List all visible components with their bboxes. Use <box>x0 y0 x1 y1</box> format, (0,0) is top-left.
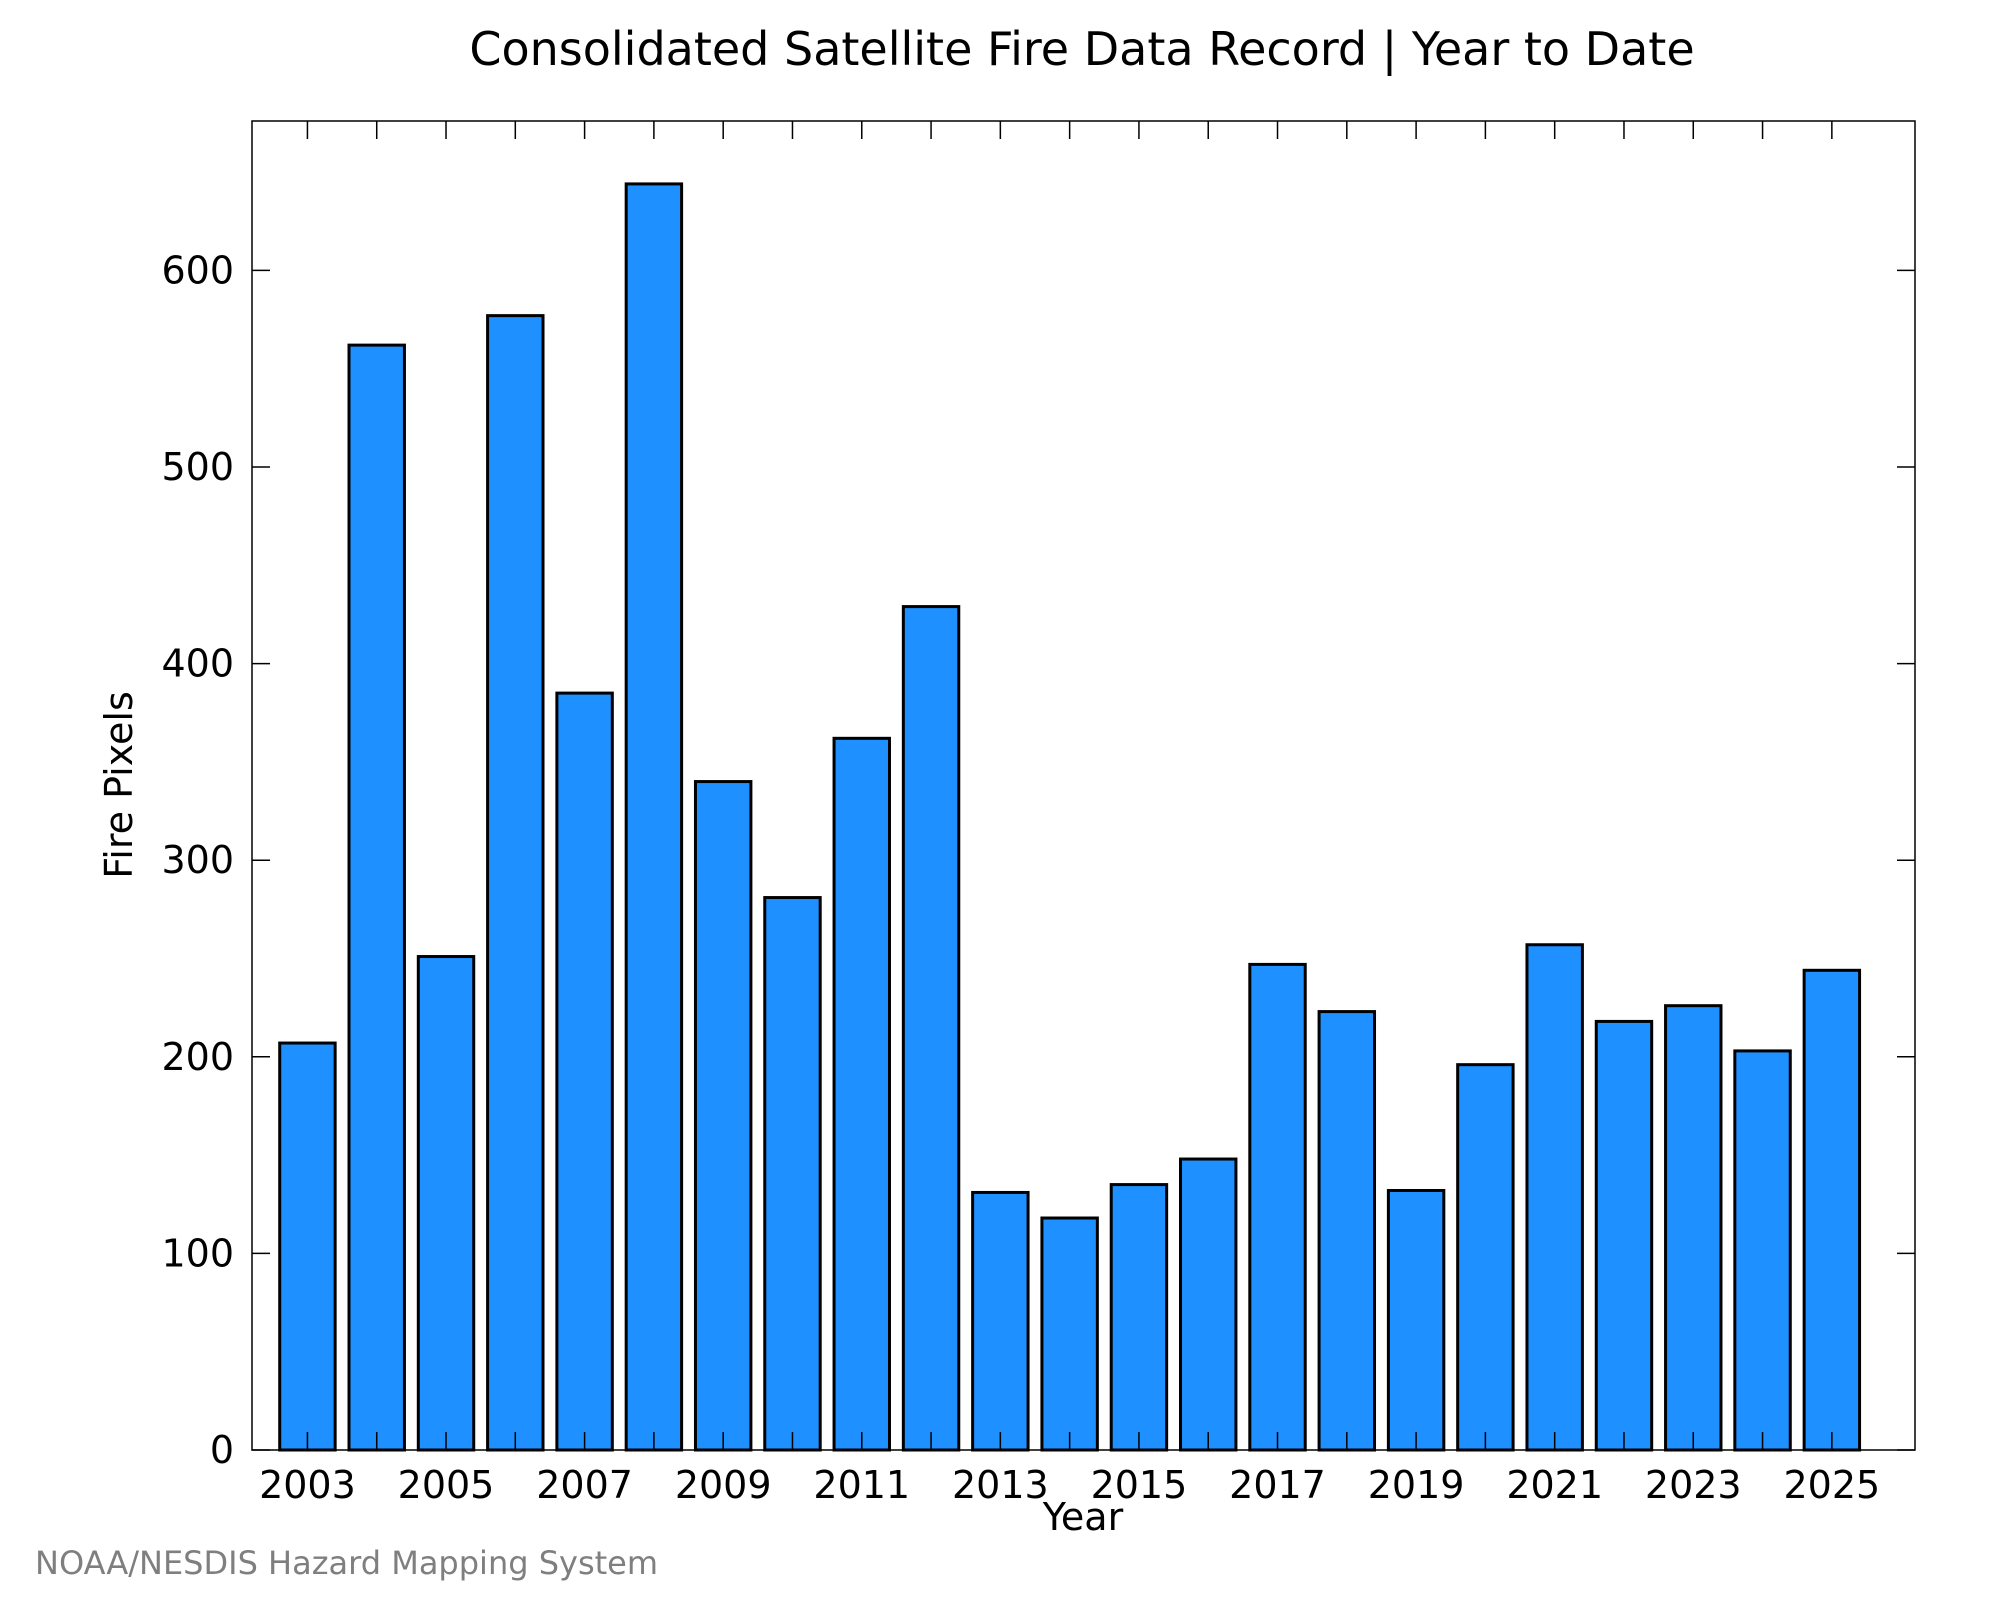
x-tick-label-2021: 2021 <box>1506 1463 1603 1507</box>
y-tick-label-600: 600 <box>161 248 234 292</box>
bar-2011 <box>832 736 891 1452</box>
bar-2013 <box>971 1190 1030 1452</box>
y-axis-label: Fire Pixels <box>97 691 141 879</box>
x-tick-label-2005: 2005 <box>398 1463 495 1507</box>
x-tick-label-2017: 2017 <box>1229 1463 1326 1507</box>
bar-2014 <box>1040 1216 1099 1452</box>
bar-2004 <box>347 343 406 1452</box>
y-tick-label-100: 100 <box>161 1231 234 1275</box>
bar-2024 <box>1733 1049 1792 1452</box>
x-tick-label-2009: 2009 <box>675 1463 772 1507</box>
bar-2009 <box>693 780 753 1452</box>
bar-2008 <box>624 182 684 1452</box>
bar-2015 <box>1109 1183 1169 1452</box>
bar-2025 <box>1802 968 1862 1452</box>
bar-2005 <box>416 955 476 1452</box>
y-tick-label-500: 500 <box>161 445 234 489</box>
ticks-group <box>252 121 1915 1451</box>
x-tick-labels: 2003 2005 2007 2009 2011 2013 2015 2017 2019 2021… <box>259 1463 1880 1507</box>
bar-2023 <box>1664 1004 1723 1452</box>
x-tick-label-2011: 2011 <box>813 1463 910 1507</box>
bar-2021 <box>1525 943 1584 1452</box>
y-tick-label-0: 0 <box>210 1428 234 1472</box>
bar-2016 <box>1179 1157 1238 1452</box>
bar-2019 <box>1386 1188 1446 1452</box>
chart-title: Consolidated Satellite Fire Data Record … <box>469 22 1694 77</box>
y-tick-label-400: 400 <box>161 642 234 686</box>
bar-2007 <box>555 691 614 1452</box>
bar-2012 <box>901 605 961 1452</box>
bar-2020 <box>1456 1063 1515 1452</box>
source-footer: NOAA/NESDIS Hazard Mapping System <box>35 1544 658 1582</box>
x-tick-label-2013: 2013 <box>952 1463 1049 1507</box>
y-tick-label-300: 300 <box>161 838 234 882</box>
bar-2022 <box>1594 1019 1654 1452</box>
y-tick-labels: 0 100 200 300 400 500 600 <box>161 248 234 1472</box>
bars-group <box>278 182 1862 1452</box>
x-tick-label-2023: 2023 <box>1645 1463 1742 1507</box>
x-tick-label-2025: 2025 <box>1783 1463 1880 1507</box>
bar-2006 <box>486 314 545 1452</box>
x-tick-label-2019: 2019 <box>1368 1463 1465 1507</box>
plot-frame <box>251 120 1916 1451</box>
y-tick-label-200: 200 <box>161 1035 234 1079</box>
bar-2003 <box>278 1041 337 1452</box>
bar-2017 <box>1248 962 1307 1452</box>
x-tick-label-2015: 2015 <box>1091 1463 1188 1507</box>
bar-2018 <box>1317 1010 1377 1452</box>
x-axis-label: Year <box>1042 1495 1124 1539</box>
x-tick-label-2003: 2003 <box>259 1463 356 1507</box>
bar-2010 <box>763 896 822 1452</box>
x-tick-label-2007: 2007 <box>536 1463 633 1507</box>
